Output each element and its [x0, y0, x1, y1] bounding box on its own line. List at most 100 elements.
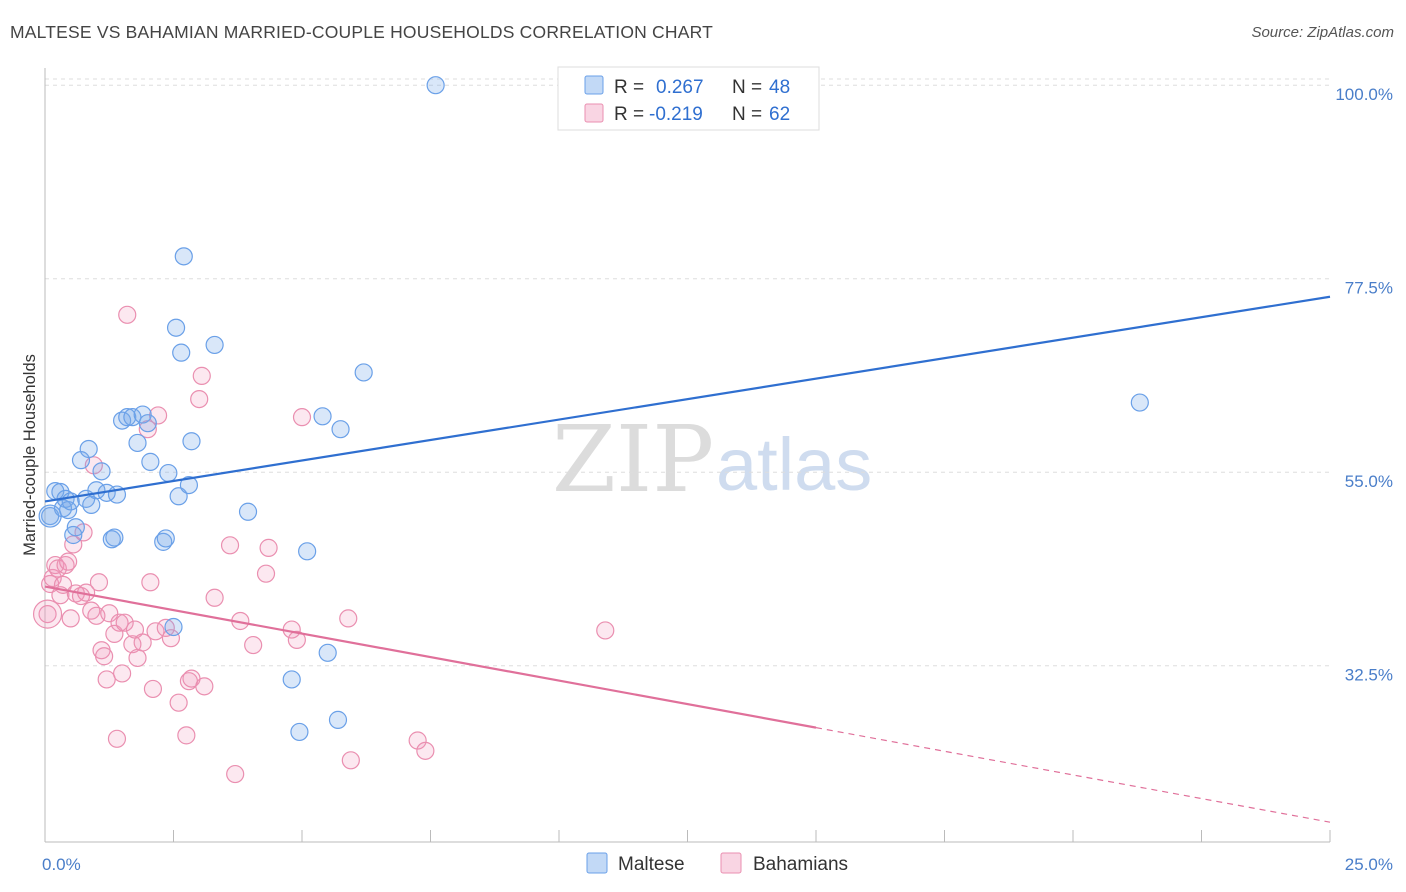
maltese-point-29 [164, 617, 183, 637]
y-tick-label-0: 100.0% [1335, 85, 1393, 104]
maltese-point-28 [159, 463, 178, 483]
bahamian-point-51 [244, 635, 263, 655]
bahamian-point-39 [161, 629, 181, 648]
maltese-point-large [38, 504, 62, 528]
bahamian-points [32, 305, 615, 784]
bahamian-point-56 [292, 408, 312, 427]
bahamian-point-55 [287, 630, 306, 650]
watermark-zip: ZIP [552, 406, 714, 513]
chart-title: MALTESE VS BAHAMIAN MARRIED-COUPLE HOUSE… [10, 22, 713, 42]
y-axis-label: Married-couple Households [21, 354, 39, 556]
bahamian-point-52 [256, 564, 276, 583]
bahamian-point-0 [38, 604, 57, 624]
maltese-point-24 [138, 414, 157, 433]
legend-n-value-maltese: 48 [769, 77, 790, 98]
series-legend-label-bahamian: Bahamians [753, 854, 848, 875]
grid-lines [45, 78, 1330, 667]
maltese-point-43 [328, 710, 348, 729]
chart-source: Source: ZipAtlas.com [1251, 24, 1394, 41]
maltese-point-19 [112, 411, 132, 430]
y-tick-label-3: 32.5% [1345, 666, 1393, 685]
maltese-point-37 [238, 502, 258, 521]
bahamian-point-49 [226, 764, 245, 784]
bahamian-point-34 [141, 573, 160, 592]
bahamian-point-60 [416, 741, 435, 760]
bahamian-point-8 [59, 552, 78, 571]
x-tick-label-1: 25.0% [1345, 855, 1393, 874]
series-legend-label-maltese: Maltese [618, 854, 685, 875]
bahamian-point-46 [195, 677, 214, 696]
bahamian-point-61 [596, 621, 615, 640]
bahamian-point-15 [82, 601, 101, 620]
watermark-atlas: atlas [716, 423, 872, 506]
y-tick-label-2: 55.0% [1345, 472, 1393, 491]
maltese-point-31 [169, 487, 188, 506]
maltese-point-30 [166, 318, 186, 337]
maltese-point-41 [313, 407, 332, 426]
maltese-point-44 [331, 420, 350, 439]
maltese-point-27 [156, 529, 175, 548]
bahamian-point-9 [61, 609, 80, 628]
bahamian-point-41 [177, 726, 196, 745]
series-legend-swatch-maltese [586, 852, 608, 874]
bahamian-point-31 [128, 648, 147, 668]
bahamian-point-57 [341, 751, 360, 770]
legend-r-label-maltese: R = [614, 77, 649, 98]
bahamian-point-21 [97, 670, 116, 689]
legend-n-label-maltese: N = [732, 77, 767, 98]
maltese-point-40 [298, 542, 317, 561]
bahamian-point-58 [339, 609, 358, 628]
watermark: ZIP atlas [552, 406, 872, 513]
x-tick-label-0: 0.0% [42, 855, 81, 874]
bahamian-point-large [32, 599, 63, 629]
maltese-point-47 [1130, 393, 1149, 412]
legend-n-label-bahamian: N = [732, 104, 767, 125]
maltese-point-32 [172, 343, 191, 362]
bahamian-point-36 [146, 622, 165, 641]
trend-lines [44, 295, 1331, 823]
bahamian-point-44 [190, 390, 209, 409]
legend-swatch-maltese [584, 75, 604, 95]
bahamian-point-20 [95, 647, 114, 666]
bahamian-point-32 [133, 633, 152, 652]
x-tick-labels: 0.0% 25.0% [42, 855, 1393, 874]
legend-r-value-maltese: 0.267 [656, 77, 704, 98]
maltese-point-38 [282, 670, 301, 689]
maltese-point-46 [426, 76, 445, 95]
maltese-point-33 [174, 247, 193, 266]
maltese-point-20 [118, 408, 137, 427]
bahamian-point-18 [89, 573, 109, 592]
x-axis-ticks [44, 830, 1331, 842]
bahamian-point-28 [118, 305, 137, 324]
bahamian-point-40 [169, 693, 188, 712]
bahamian-trend-line [44, 585, 817, 729]
maltese-point-42 [318, 643, 337, 662]
series-legend-swatch-bahamian [720, 852, 742, 874]
stats-legend: R = 0.267 N = 48 R = -0.219 N = 62 [557, 66, 820, 131]
bahamian-point-45 [192, 366, 211, 385]
legend-n-value-bahamian: 62 [769, 104, 790, 125]
legend-r-label-bahamian: R = [614, 104, 649, 125]
maltese-trend-line [44, 295, 1331, 503]
bahamian-point-47 [205, 588, 224, 607]
bahamian-point-27 [115, 613, 134, 632]
maltese-point-21 [123, 408, 142, 427]
bahamian-point-25 [110, 613, 129, 632]
bahamian-point-7 [56, 555, 75, 575]
maltese-point-39 [290, 722, 309, 742]
bahamian-point-23 [105, 624, 124, 643]
legend-r-value-bahamian: -0.219 [649, 104, 703, 125]
maltese-point-8 [66, 518, 85, 537]
bahamian-point-48 [220, 536, 240, 555]
maltese-point-25 [141, 452, 160, 471]
maltese-point-22 [128, 433, 147, 453]
bahamian-trend-line-extension [815, 727, 1331, 823]
bahamian-point-24 [107, 729, 127, 748]
bahamian-point-26 [112, 664, 132, 683]
maltese-point-45 [354, 363, 373, 382]
maltese-point-14 [92, 462, 111, 481]
bahamian-point-53 [259, 538, 278, 557]
maltese-point-35 [182, 432, 201, 451]
stats-legend-box [557, 66, 820, 131]
